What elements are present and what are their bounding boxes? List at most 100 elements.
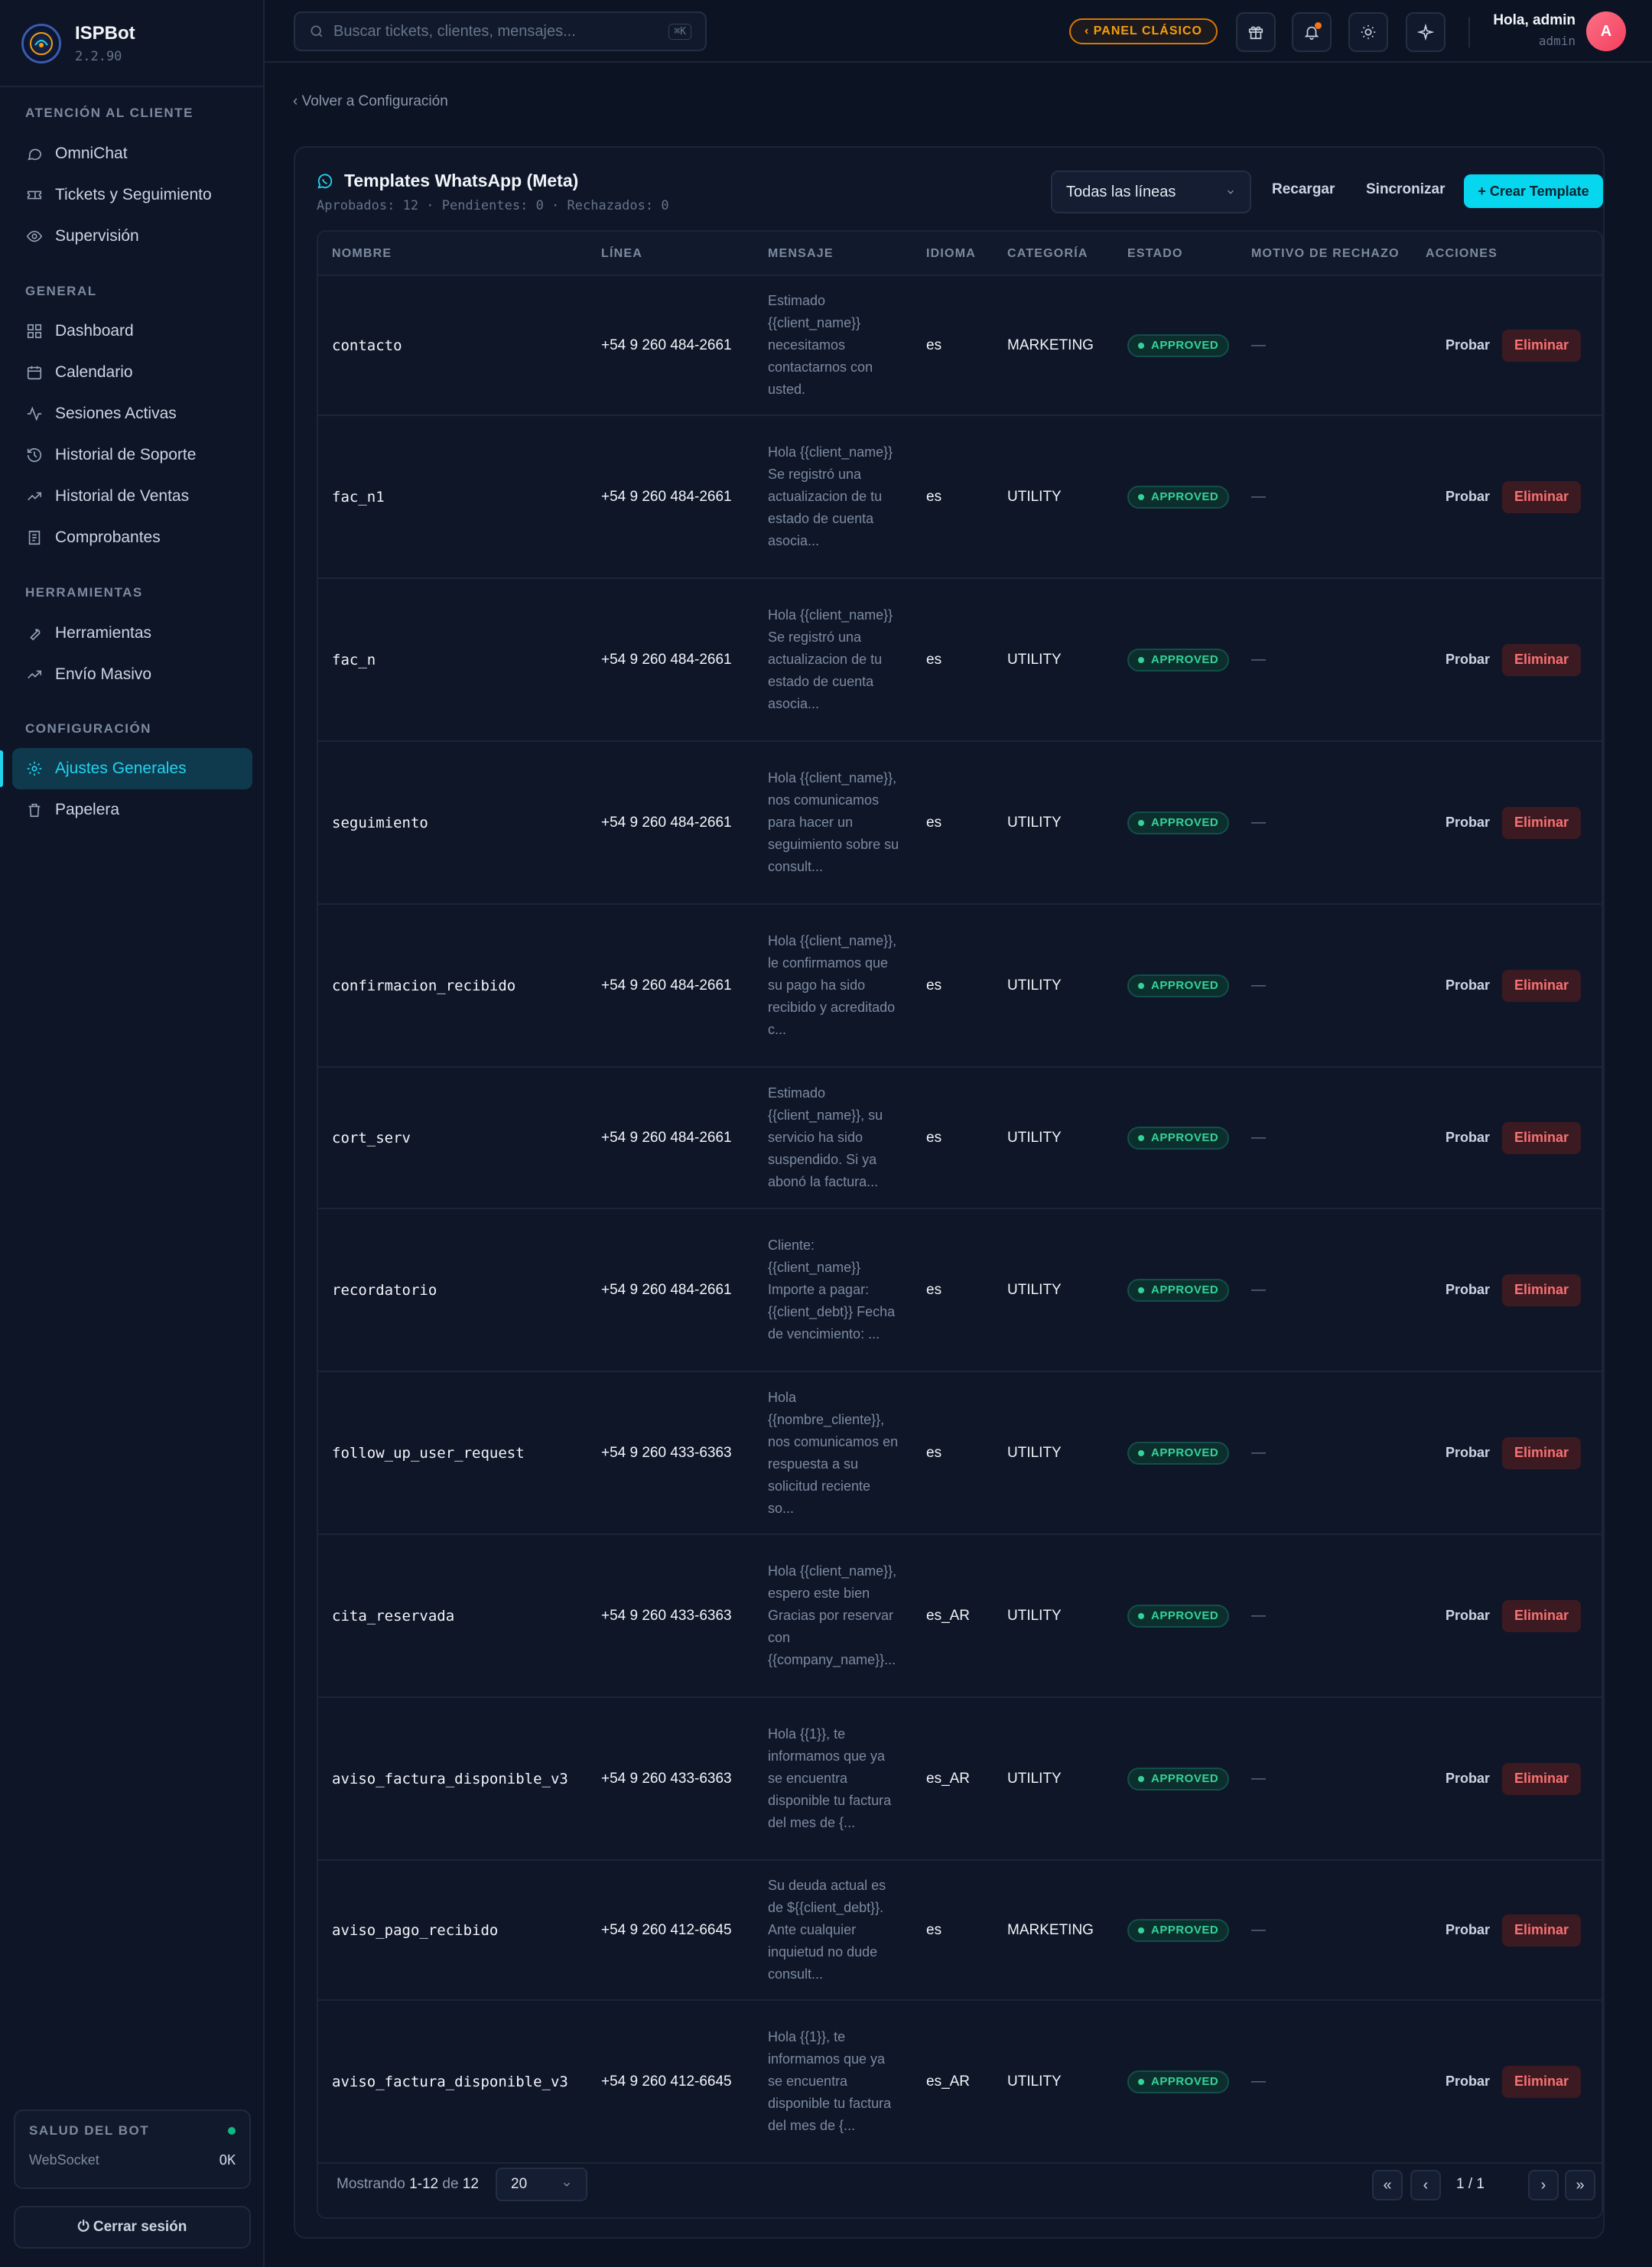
test-template-button[interactable]: Probar bbox=[1446, 337, 1491, 353]
sidebar-item-sesiones[interactable]: Sesiones Activas bbox=[12, 393, 252, 434]
sidebar-item-calendario[interactable]: Calendario bbox=[12, 352, 252, 393]
classic-panel-button[interactable]: ‹ PANEL CLÁSICO bbox=[1069, 18, 1218, 44]
status-cell: APPROVED bbox=[1127, 579, 1230, 740]
next-page-button[interactable]: › bbox=[1528, 2170, 1559, 2200]
delete-template-button[interactable]: Eliminar bbox=[1502, 2065, 1582, 2098]
column-header: MENSAJE bbox=[768, 247, 834, 260]
sidebar-item-dashboard[interactable]: Dashboard bbox=[12, 311, 252, 352]
table-row: fac_n1 +54 9 260 484-2661 Hola {{client_na… bbox=[318, 416, 1602, 579]
template-language: es bbox=[926, 814, 942, 831]
logout-button[interactable]: ⏻ Cerrar sesión bbox=[14, 2206, 251, 2249]
sidebar-item-historial-soporte[interactable]: Historial de Soporte bbox=[12, 434, 252, 476]
sidebar: ISPBot 2.2.90 ATENCIÓN AL CLIENTE OmniCh… bbox=[0, 0, 265, 2267]
template-name: cita_reservada bbox=[332, 1607, 455, 1625]
first-page-button[interactable]: « bbox=[1372, 2170, 1403, 2200]
pagination: Mostrando 1-12 de 12 20 « ‹ 1 / 1 › » bbox=[318, 2155, 1602, 2217]
sidebar-item-label: Papelera bbox=[55, 801, 120, 818]
ai-button[interactable] bbox=[1406, 12, 1446, 52]
gift-button[interactable] bbox=[1236, 12, 1276, 52]
line-filter-select[interactable]: Todas las líneas bbox=[1051, 171, 1251, 213]
status-dot-icon bbox=[1138, 342, 1144, 349]
sidebar-item-comprobantes[interactable]: Comprobantes bbox=[12, 517, 252, 558]
sidebar-item-supervision[interactable]: Supervisión bbox=[12, 216, 252, 257]
search-input[interactable]: Buscar tickets, clientes, mensajes... ⌘K bbox=[294, 11, 707, 51]
template-category: UTILITY bbox=[1007, 1607, 1062, 1624]
test-template-button[interactable]: Probar bbox=[1446, 2073, 1491, 2089]
sidebar-item-label: Historial de Ventas bbox=[55, 487, 190, 505]
delete-template-button[interactable]: Eliminar bbox=[1502, 329, 1582, 362]
pagination-of: de bbox=[442, 2176, 459, 2192]
delete-template-button[interactable]: Eliminar bbox=[1502, 1273, 1582, 1306]
sidebar-item-envio-masivo[interactable]: Envío Masivo bbox=[12, 654, 252, 695]
test-template-button[interactable]: Probar bbox=[1446, 1445, 1491, 1460]
status-cell: APPROVED bbox=[1127, 1698, 1230, 1859]
test-template-button[interactable]: Probar bbox=[1446, 1130, 1491, 1145]
status-dot-icon bbox=[1138, 493, 1144, 500]
sidebar-item-papelera[interactable]: Papelera bbox=[12, 789, 252, 831]
delete-template-button[interactable]: Eliminar bbox=[1502, 1121, 1582, 1154]
reload-button[interactable]: Recargar bbox=[1272, 181, 1335, 197]
test-template-button[interactable]: Probar bbox=[1446, 489, 1491, 504]
create-template-button[interactable]: + Crear Template bbox=[1464, 174, 1603, 208]
delete-template-button[interactable]: Eliminar bbox=[1502, 643, 1582, 676]
status-badge: APPROVED bbox=[1127, 1604, 1230, 1628]
logo-icon bbox=[21, 24, 61, 63]
status-badge: APPROVED bbox=[1127, 1441, 1230, 1465]
test-template-button[interactable]: Probar bbox=[1446, 815, 1491, 830]
status-dot-icon bbox=[1138, 656, 1144, 663]
prev-page-button[interactable]: ‹ bbox=[1410, 2170, 1441, 2200]
template-message: Hola {{1}}, te informamos que ya se encu… bbox=[768, 2029, 892, 2133]
brand[interactable]: ISPBot 2.2.90 bbox=[21, 21, 135, 66]
status-cell: APPROVED bbox=[1127, 1535, 1230, 1696]
status-cell: APPROVED bbox=[1127, 276, 1230, 415]
avatar[interactable]: A bbox=[1586, 11, 1626, 51]
user-info[interactable]: Hola, admin admin bbox=[1493, 12, 1576, 48]
delete-template-button[interactable]: Eliminar bbox=[1502, 1436, 1582, 1469]
template-line: +54 9 260 484-2661 bbox=[601, 488, 732, 505]
test-template-button[interactable]: Probar bbox=[1446, 1922, 1491, 1937]
sidebar-item-herramientas[interactable]: Herramientas bbox=[12, 613, 252, 654]
template-message: Hola {{nombre_cliente}}, nos comunicamos… bbox=[768, 1389, 899, 1516]
template-language: es_AR bbox=[926, 2073, 971, 2090]
health-value: OK bbox=[219, 2152, 236, 2168]
delete-template-button[interactable]: Eliminar bbox=[1502, 1599, 1582, 1632]
back-link[interactable]: ‹ Volver a Configuración bbox=[293, 93, 448, 109]
delete-template-button[interactable]: Eliminar bbox=[1502, 1762, 1582, 1795]
status-badge: APPROVED bbox=[1127, 974, 1230, 997]
status-cell: APPROVED bbox=[1127, 1068, 1230, 1208]
theme-toggle-button[interactable] bbox=[1348, 12, 1388, 52]
sidebar-item-tickets[interactable]: Tickets y Seguimiento bbox=[12, 174, 252, 216]
sidebar-item-ajustes-generales[interactable]: Ajustes Generales bbox=[12, 748, 252, 789]
test-template-button[interactable]: Probar bbox=[1446, 652, 1491, 667]
template-category: UTILITY bbox=[1007, 1444, 1062, 1461]
notifications-button[interactable] bbox=[1292, 12, 1332, 52]
template-language: es bbox=[926, 977, 942, 994]
last-page-button[interactable]: » bbox=[1565, 2170, 1595, 2200]
delete-template-button[interactable]: Eliminar bbox=[1502, 806, 1582, 839]
sidebar-item-label: Historial de Soporte bbox=[55, 446, 197, 463]
delete-template-button[interactable]: Eliminar bbox=[1502, 969, 1582, 1002]
notification-dot bbox=[1315, 22, 1322, 29]
template-language: es bbox=[926, 1444, 942, 1461]
sidebar-item-label: Herramientas bbox=[55, 624, 152, 642]
status-text: APPROVED bbox=[1151, 1446, 1219, 1459]
delete-template-button[interactable]: Eliminar bbox=[1502, 1914, 1582, 1947]
template-name: fac_n1 bbox=[332, 488, 385, 506]
rejection-reason: — bbox=[1251, 1921, 1266, 1938]
status-dot-icon bbox=[1138, 1286, 1144, 1293]
test-template-button[interactable]: Probar bbox=[1446, 977, 1491, 993]
sync-button[interactable]: Sincronizar bbox=[1366, 181, 1446, 197]
shortcut-hint: ⌘K bbox=[668, 23, 691, 40]
column-header: MOTIVO DE RECHAZO bbox=[1251, 247, 1400, 260]
test-template-button[interactable]: Probar bbox=[1446, 1282, 1491, 1297]
delete-template-button[interactable]: Eliminar bbox=[1502, 480, 1582, 513]
test-template-button[interactable]: Probar bbox=[1446, 1771, 1491, 1786]
user-greeting: Hola, admin bbox=[1493, 12, 1576, 28]
test-template-button[interactable]: Probar bbox=[1446, 1608, 1491, 1623]
table-row: cita_reservada +54 9 260 433-6363 Hola {{c… bbox=[318, 1535, 1602, 1698]
page-size-select[interactable]: 20 bbox=[496, 2168, 587, 2201]
table-row: aviso_pago_recibido +54 9 260 412-6645 Su … bbox=[318, 1861, 1602, 2001]
sidebar-item-historial-ventas[interactable]: Historial de Ventas bbox=[12, 476, 252, 517]
sidebar-item-omnichat[interactable]: OmniChat bbox=[12, 133, 252, 174]
template-language: es bbox=[926, 337, 942, 353]
